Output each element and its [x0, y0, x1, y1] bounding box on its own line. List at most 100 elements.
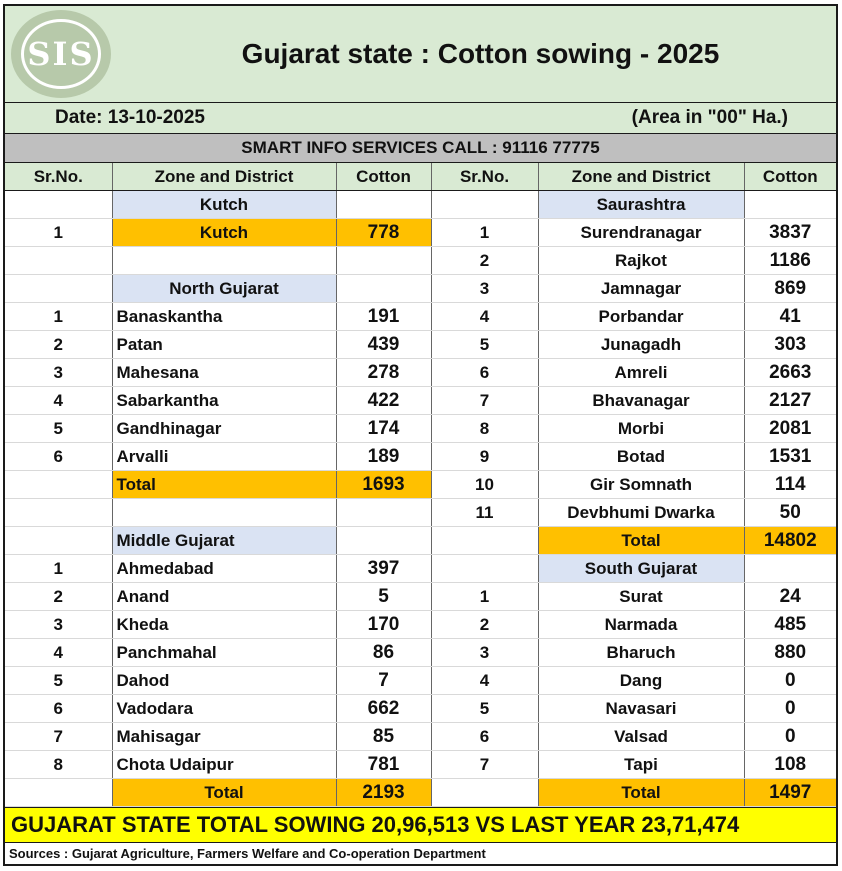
table-row: Total 1693 10 Gir Somnath 114 [5, 470, 836, 499]
sr-no: 2 [431, 246, 539, 275]
district-name: Panchmahal [112, 638, 337, 667]
table-row: 5 Dahod 7 4 Dang 0 [5, 666, 836, 695]
col-header-srno: Sr.No. [431, 163, 539, 191]
district-name: Gir Somnath [538, 470, 745, 499]
table-row: 11 Devbhumi Dwarka 50 [5, 498, 836, 527]
district-name: Navasari [538, 694, 745, 723]
col-header-cotton: Cotton [744, 163, 836, 191]
cotton-value: 2081 [744, 414, 836, 443]
sr-no: 3 [5, 610, 113, 639]
table-row: 8 Chota Udaipur 781 7 Tapi 108 [5, 750, 836, 779]
area-unit: (Area in "00" Ha.) [631, 107, 788, 128]
district-name: Gandhinagar [112, 414, 337, 443]
cotton-value: 303 [744, 330, 836, 359]
table-row: 4 Sabarkantha 422 7 Bhavanagar 2127 [5, 386, 836, 415]
district-name: Valsad [538, 722, 745, 751]
source-note: Sources : Gujarat Agriculture, Farmers W… [5, 843, 836, 864]
cotton-value: 2127 [744, 386, 836, 415]
district-name: Surendranagar [538, 218, 745, 247]
table-row: 1 Banaskantha 191 4 Porbandar 41 [5, 302, 836, 331]
cotton-value: 397 [336, 554, 432, 583]
zone-header-kutch: Kutch [112, 190, 337, 219]
sr-no: 4 [431, 302, 539, 331]
sr-no: 6 [5, 442, 113, 471]
sr-no: 7 [431, 750, 539, 779]
sr-no: 1 [5, 554, 113, 583]
cotton-value: 7 [336, 666, 432, 695]
total-label: Total [538, 526, 745, 555]
sr-no: 5 [5, 414, 113, 443]
sr-no: 2 [5, 330, 113, 359]
cotton-value: 41 [744, 302, 836, 331]
table-row: Total 2193 Total 1497 [5, 778, 836, 807]
sr-no: 5 [431, 330, 539, 359]
cotton-value: 24 [744, 582, 836, 611]
sr-no: 5 [5, 666, 113, 695]
cotton-value: 108 [744, 750, 836, 779]
cotton-value: 485 [744, 610, 836, 639]
logo-text: SIS [21, 19, 101, 89]
total-value: 1693 [336, 470, 432, 499]
district-name: Arvalli [112, 442, 337, 471]
column-header-row: Sr.No. Zone and District Cotton Sr.No. Z… [5, 163, 836, 191]
district-name: Mahesana [112, 358, 337, 387]
state-total-summary: GUJARAT STATE TOTAL SOWING 20,96,513 VS … [5, 807, 836, 843]
district-name: Kheda [112, 610, 337, 639]
total-value: 2193 [336, 778, 432, 807]
district-name: Tapi [538, 750, 745, 779]
cotton-value: 278 [336, 358, 432, 387]
cotton-value: 662 [336, 694, 432, 723]
district-name: Kutch [112, 218, 337, 247]
col-header-zone: Zone and District [538, 163, 745, 191]
sr-no: 3 [431, 274, 539, 303]
table-row: 3 Kheda 170 2 Narmada 485 [5, 610, 836, 639]
sowing-table: Sr.No. Zone and District Cotton Sr.No. Z… [5, 163, 836, 807]
cotton-value: 114 [744, 470, 836, 499]
cotton-value: 422 [336, 386, 432, 415]
district-name: Banaskantha [112, 302, 337, 331]
cotton-value: 85 [336, 722, 432, 751]
contact-banner: SMART INFO SERVICES CALL : 91116 77775 [5, 134, 836, 163]
cotton-value: 0 [744, 722, 836, 751]
cotton-value: 1531 [744, 442, 836, 471]
sr-no: 2 [431, 610, 539, 639]
sr-no: 6 [431, 358, 539, 387]
cotton-value: 439 [336, 330, 432, 359]
district-name: Dahod [112, 666, 337, 695]
district-name: Chota Udaipur [112, 750, 337, 779]
zone-header-north-gujarat: North Gujarat [112, 274, 337, 303]
total-label: Total [112, 778, 337, 807]
district-name: Rajkot [538, 246, 745, 275]
col-header-srno: Sr.No. [5, 163, 113, 191]
zone-header-saurashtra: Saurashtra [538, 190, 745, 219]
cotton-value: 869 [744, 274, 836, 303]
sr-no: 4 [5, 386, 113, 415]
cotton-value: 170 [336, 610, 432, 639]
sis-logo: SIS [11, 10, 111, 98]
cotton-value: 778 [336, 218, 432, 247]
sr-no: 2 [5, 582, 113, 611]
total-label: Total [538, 778, 745, 807]
sr-no: 1 [5, 218, 113, 247]
sr-no: 6 [431, 722, 539, 751]
table-row: 4 Panchmahal 86 3 Bharuch 880 [5, 638, 836, 667]
district-name: Vadodara [112, 694, 337, 723]
district-name: Junagadh [538, 330, 745, 359]
sr-no: 10 [431, 470, 539, 499]
district-name: Mahisagar [112, 722, 337, 751]
table-row: 6 Arvalli 189 9 Botad 1531 [5, 442, 836, 471]
table-row: 2 Anand 5 1 Surat 24 [5, 582, 836, 611]
table-row: Kutch Saurashtra [5, 190, 836, 219]
district-name: Morbi [538, 414, 745, 443]
table-row: 2 Patan 439 5 Junagadh 303 [5, 330, 836, 359]
cotton-value: 5 [336, 582, 432, 611]
info-row: Date: 13-10-2025 (Area in "00" Ha.) [5, 103, 836, 134]
sr-no: 1 [431, 582, 539, 611]
table-row: 5 Gandhinagar 174 8 Morbi 2081 [5, 414, 836, 443]
sr-no: 3 [5, 358, 113, 387]
cotton-value: 50 [744, 498, 836, 527]
district-name: Botad [538, 442, 745, 471]
sr-no: 8 [5, 750, 113, 779]
table-row: North Gujarat 3 Jamnagar 869 [5, 274, 836, 303]
cotton-value: 781 [336, 750, 432, 779]
